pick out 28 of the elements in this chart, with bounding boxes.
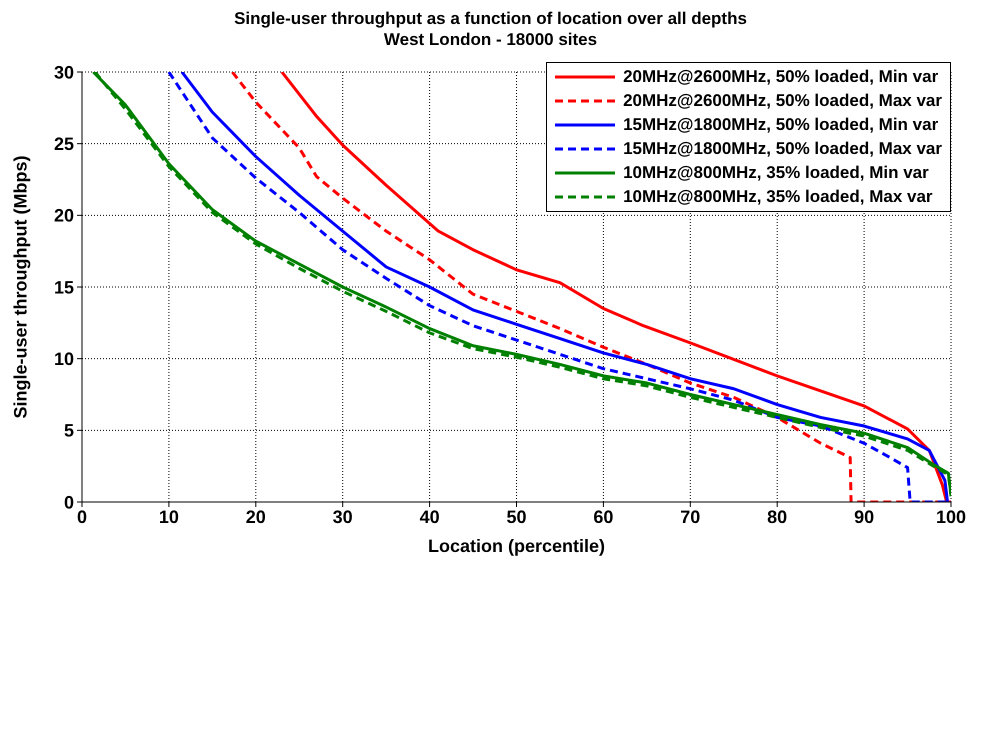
y-tick-label: 5 xyxy=(64,420,74,441)
x-tick-label: 80 xyxy=(767,506,788,527)
legend-label: 10MHz@800MHz, 35% loaded, Max var xyxy=(623,187,933,207)
y-tick-label: 30 xyxy=(54,62,74,82)
x-tick-label: 70 xyxy=(680,506,700,527)
x-tick-label: 0 xyxy=(76,506,88,527)
legend-label: 15MHz@1800MHz, 50% loaded, Min var xyxy=(623,115,938,135)
x-axis-title: Location (percentile) xyxy=(428,536,606,556)
x-tick-label: 40 xyxy=(420,506,440,527)
x-tick-label: 100 xyxy=(936,506,966,527)
x-tick-label: 30 xyxy=(332,506,353,527)
y-tick-label: 10 xyxy=(54,349,74,370)
y-tick-label: 15 xyxy=(54,277,74,298)
legend-label: 20MHz@2600MHz, 50% loaded, Max var xyxy=(623,91,942,111)
x-tick-label: 90 xyxy=(854,506,874,527)
chart-title: Single-user throughput as a function of location over all depths xyxy=(233,8,748,29)
legend-label: 20MHz@2600MHz, 50% loaded, Min var xyxy=(623,67,938,87)
x-tick-label: 20 xyxy=(246,506,266,527)
y-axis-title: Single-user throughput (Mbps) xyxy=(10,156,30,418)
legend-label: 10MHz@800MHz, 35% loaded, Min var xyxy=(623,163,929,183)
legend-label: 15MHz@1800MHz, 50% loaded, Max var xyxy=(623,139,942,159)
chart-subtitle: West London - 18000 sites xyxy=(382,29,598,50)
x-tick-label: 60 xyxy=(593,506,614,527)
x-tick-label: 10 xyxy=(158,506,179,527)
y-tick-label: 20 xyxy=(54,206,74,226)
y-tick-label: 0 xyxy=(64,492,74,512)
y-tick-label: 25 xyxy=(54,134,74,154)
x-tick-label: 50 xyxy=(506,506,527,527)
